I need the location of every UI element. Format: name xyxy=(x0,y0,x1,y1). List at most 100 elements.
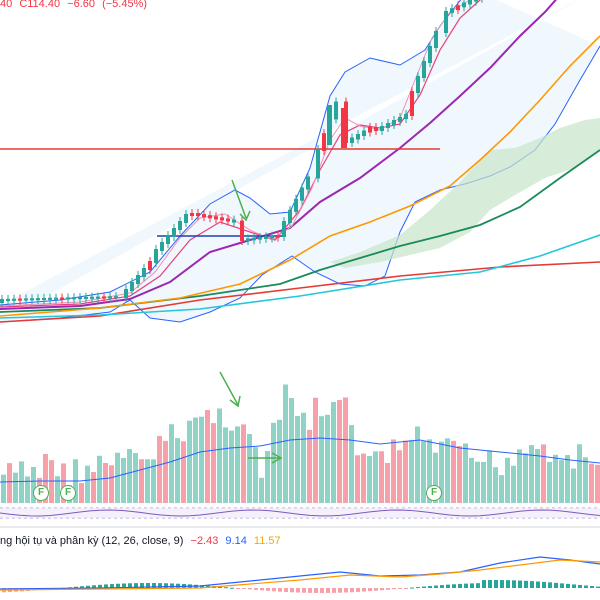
macd-histogram-bar xyxy=(254,588,258,590)
candle xyxy=(398,117,402,122)
volume-bar xyxy=(139,459,144,503)
macd-histogram-bar xyxy=(476,583,480,588)
candle xyxy=(474,0,478,2)
macd-histogram-bar xyxy=(164,583,168,588)
candle xyxy=(450,8,454,13)
volume-bar xyxy=(505,457,510,503)
volume-bar xyxy=(1,474,6,503)
volume-bar xyxy=(55,476,60,503)
candle xyxy=(42,297,46,301)
volume-bar xyxy=(211,423,216,503)
volume-bar xyxy=(583,457,588,503)
macd-histogram-bar xyxy=(548,582,552,588)
volume-bar xyxy=(337,400,342,503)
macd-histogram-bar xyxy=(422,586,426,588)
macd-histogram-bar xyxy=(170,583,174,588)
macd-histogram-bar xyxy=(554,582,558,588)
macd-histogram-bar xyxy=(416,587,420,589)
candle xyxy=(108,296,112,299)
macd-histogram-bar xyxy=(152,583,156,588)
macd-histogram-bar xyxy=(302,588,306,593)
macd-histogram-bar xyxy=(290,588,294,593)
candle xyxy=(226,218,230,222)
macd-histogram-bar xyxy=(74,586,78,588)
volume-bar xyxy=(409,439,414,503)
volume-bar xyxy=(553,454,558,503)
volume-bar xyxy=(517,449,522,503)
volume-bar xyxy=(109,465,114,503)
candle xyxy=(380,126,384,131)
volume-bar xyxy=(367,455,372,503)
volume-bar xyxy=(379,451,384,503)
macd-histogram-bar xyxy=(158,583,162,588)
candle xyxy=(148,261,152,270)
volume-bar xyxy=(451,440,456,503)
volume-bar xyxy=(523,453,528,503)
macd-signal-line xyxy=(0,559,600,591)
volume-bar xyxy=(439,441,444,503)
volume-bar xyxy=(199,416,204,503)
ma-20-line xyxy=(0,35,600,317)
volume-bar xyxy=(283,384,288,503)
candle xyxy=(368,127,372,133)
volume-bar xyxy=(535,449,540,503)
macd-histogram-bar xyxy=(110,584,114,588)
volume-bar xyxy=(127,449,132,503)
candle xyxy=(252,237,256,241)
event-badge-2[interactable]: F xyxy=(60,485,76,501)
ichimoku-cloud xyxy=(330,118,600,268)
macd-histogram-bar xyxy=(470,583,474,588)
volume-bar xyxy=(79,483,84,503)
volume-bar xyxy=(43,453,48,503)
macd-histogram-bar xyxy=(392,588,396,590)
candle xyxy=(341,108,347,148)
candle xyxy=(428,46,432,63)
volume-bar xyxy=(487,450,492,503)
volume-bar xyxy=(277,419,282,503)
macd-histogram-bar xyxy=(524,580,528,588)
candle xyxy=(160,242,164,251)
macd-histogram-bar xyxy=(314,588,318,593)
macd-histogram-bar xyxy=(518,580,522,588)
bollinger-fill xyxy=(0,0,600,322)
candle xyxy=(288,209,292,223)
macd-histogram-bar xyxy=(428,586,432,588)
volume-arrow-1-head xyxy=(229,395,241,408)
annotation-arrow xyxy=(231,179,247,219)
volume-bar xyxy=(331,401,336,503)
macd-histogram-bar xyxy=(86,585,90,588)
volume-bar xyxy=(349,425,354,503)
candle xyxy=(232,219,236,223)
macd-pane xyxy=(0,556,600,593)
macd-histogram-bar xyxy=(452,584,456,588)
candle xyxy=(202,214,206,218)
candle xyxy=(90,296,94,299)
volume-bar xyxy=(175,438,180,503)
event-badge-1[interactable]: F xyxy=(33,485,49,501)
candle xyxy=(172,228,176,237)
macd-histogram-bar xyxy=(572,584,576,588)
volume-bar xyxy=(91,472,96,503)
candle xyxy=(124,289,128,299)
macd-histogram-bar xyxy=(578,584,582,588)
candle xyxy=(294,198,298,212)
macd-histogram-bar xyxy=(284,588,288,593)
ohlc-close: C114.40 xyxy=(19,0,61,10)
macd-legend: ng hội tụ và phân kỳ (12, 26, close, 9) … xyxy=(0,535,285,547)
macd-histogram-bar xyxy=(404,588,408,589)
candle xyxy=(214,216,218,220)
volume-bar xyxy=(529,445,534,503)
candle xyxy=(327,105,332,145)
volume-bar xyxy=(235,426,240,503)
volume-bar xyxy=(259,477,264,503)
candle xyxy=(392,120,396,125)
event-badge-3[interactable]: F xyxy=(426,485,442,501)
macd-histogram-bar xyxy=(224,587,228,589)
volume-bar xyxy=(565,455,570,503)
volume-arrow-2-head xyxy=(271,452,283,464)
macd-histogram-bar xyxy=(536,581,540,588)
volume-bar xyxy=(355,455,360,503)
candle xyxy=(456,5,460,11)
macd-signal-value: 11.57 xyxy=(253,535,281,547)
